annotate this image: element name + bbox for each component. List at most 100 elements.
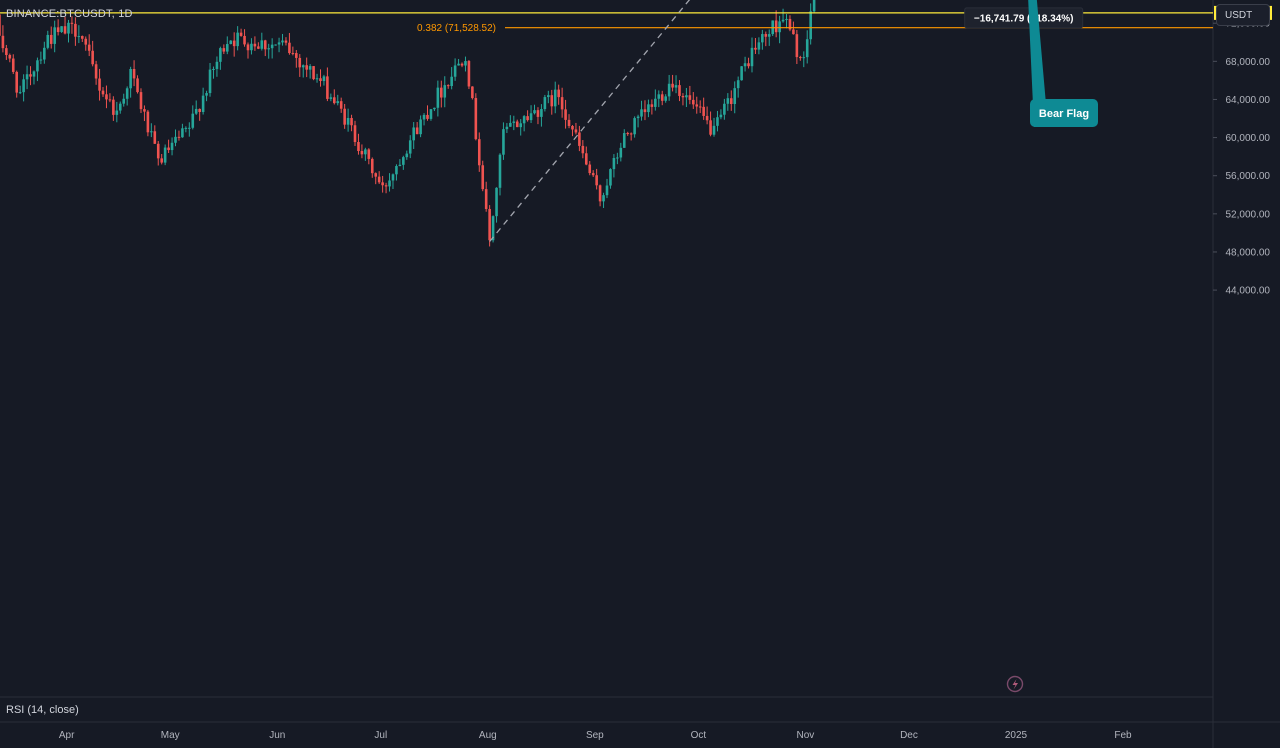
candle-body <box>692 99 695 105</box>
candle-body <box>74 23 77 37</box>
candle-body <box>540 109 543 117</box>
candle-body <box>616 157 619 159</box>
x-tick-label: Jul <box>374 730 387 741</box>
candle-body <box>484 189 488 209</box>
candle-body <box>678 85 681 96</box>
measure-label-box <box>964 7 1084 29</box>
candle-body <box>350 118 353 126</box>
candle-body <box>664 96 667 101</box>
candle-body <box>519 123 523 128</box>
candle-body <box>384 185 388 187</box>
candle-body <box>353 125 357 143</box>
candle-body <box>129 69 132 89</box>
candle-body <box>15 71 19 93</box>
candles <box>0 0 816 247</box>
candle-body <box>729 98 733 104</box>
candle-body <box>270 44 274 49</box>
x-tick-label: Nov <box>797 730 815 741</box>
candle-body <box>312 66 315 80</box>
candle-body <box>412 127 415 141</box>
candle-body <box>243 35 246 45</box>
x-tick-label: Dec <box>900 730 918 741</box>
y-tick-label: 52,000.00 <box>1226 209 1271 220</box>
candle-body <box>574 129 578 133</box>
candle-body <box>46 34 50 48</box>
candle-body <box>774 20 778 33</box>
currency-button[interactable]: USDT <box>1216 4 1270 26</box>
candle-body <box>139 92 143 110</box>
candle-body <box>529 113 533 121</box>
candle-body <box>398 164 402 167</box>
candle-body <box>156 143 160 159</box>
candle-body <box>191 113 195 128</box>
candle-body <box>236 32 239 47</box>
candle-body <box>740 66 743 81</box>
candle-body <box>705 115 709 121</box>
candle-body <box>87 44 91 51</box>
candle-body <box>571 125 574 130</box>
candle-body <box>633 118 636 135</box>
y-tick-label: 60,000.00 <box>1226 133 1271 144</box>
candle-body <box>212 68 215 70</box>
candle-body <box>622 133 626 148</box>
candle-body <box>812 0 816 12</box>
candle-body <box>298 57 302 68</box>
candle-body <box>125 88 129 99</box>
candle-body <box>60 26 63 33</box>
candle-body <box>443 85 447 98</box>
candle-body <box>260 40 264 49</box>
candle-body <box>115 110 119 115</box>
candle-body <box>43 47 46 60</box>
candle-body <box>146 111 150 133</box>
candle-body <box>754 47 757 50</box>
candle-body <box>433 107 436 110</box>
candle-body <box>674 85 678 88</box>
candle-body <box>536 110 540 117</box>
x-tick-label: Feb <box>1114 730 1132 741</box>
candle-body <box>522 116 526 124</box>
candle-body <box>467 61 471 87</box>
candle-body <box>11 58 15 72</box>
candle-body <box>84 38 88 45</box>
candle-body <box>277 42 281 45</box>
candle-body <box>736 80 740 89</box>
candle-body <box>22 79 25 93</box>
candle-body <box>671 83 674 88</box>
candle-body <box>305 65 308 70</box>
candle-body <box>108 99 112 101</box>
candle-body <box>761 34 764 43</box>
candle-body <box>712 125 716 135</box>
candle-body <box>702 106 705 116</box>
candle-body <box>170 142 174 151</box>
candle-body <box>250 43 253 51</box>
candle-body <box>767 34 771 37</box>
candle-body <box>132 69 136 79</box>
candle-body <box>25 74 29 80</box>
y-tick-label: 56,000.00 <box>1226 171 1271 182</box>
candle-body <box>626 133 630 135</box>
trend-line <box>489 0 691 242</box>
candle-body <box>388 180 391 187</box>
candle-body <box>588 164 592 174</box>
candle-body <box>581 145 585 154</box>
rsi-indicator-label[interactable]: RSI (14, close) <box>6 704 79 716</box>
candle-body <box>29 74 32 77</box>
candle-body <box>509 122 512 127</box>
candle-body <box>723 103 726 115</box>
fib-level-label: 0.382 (71,528.52) <box>417 23 496 34</box>
candle-body <box>295 53 298 58</box>
candle-body <box>595 175 598 186</box>
y-tick-label: 48,000.00 <box>1226 247 1271 258</box>
candle-body <box>32 71 36 77</box>
candle-body <box>688 95 692 100</box>
candle-body <box>150 131 153 133</box>
candle-body <box>322 76 326 82</box>
candle-body <box>795 34 799 58</box>
candle-body <box>56 27 60 33</box>
candle-body <box>326 76 329 99</box>
candle-body <box>98 78 101 91</box>
candle-body <box>339 101 343 109</box>
lightning-icon-ring <box>1006 675 1024 693</box>
candle-body <box>578 132 581 146</box>
